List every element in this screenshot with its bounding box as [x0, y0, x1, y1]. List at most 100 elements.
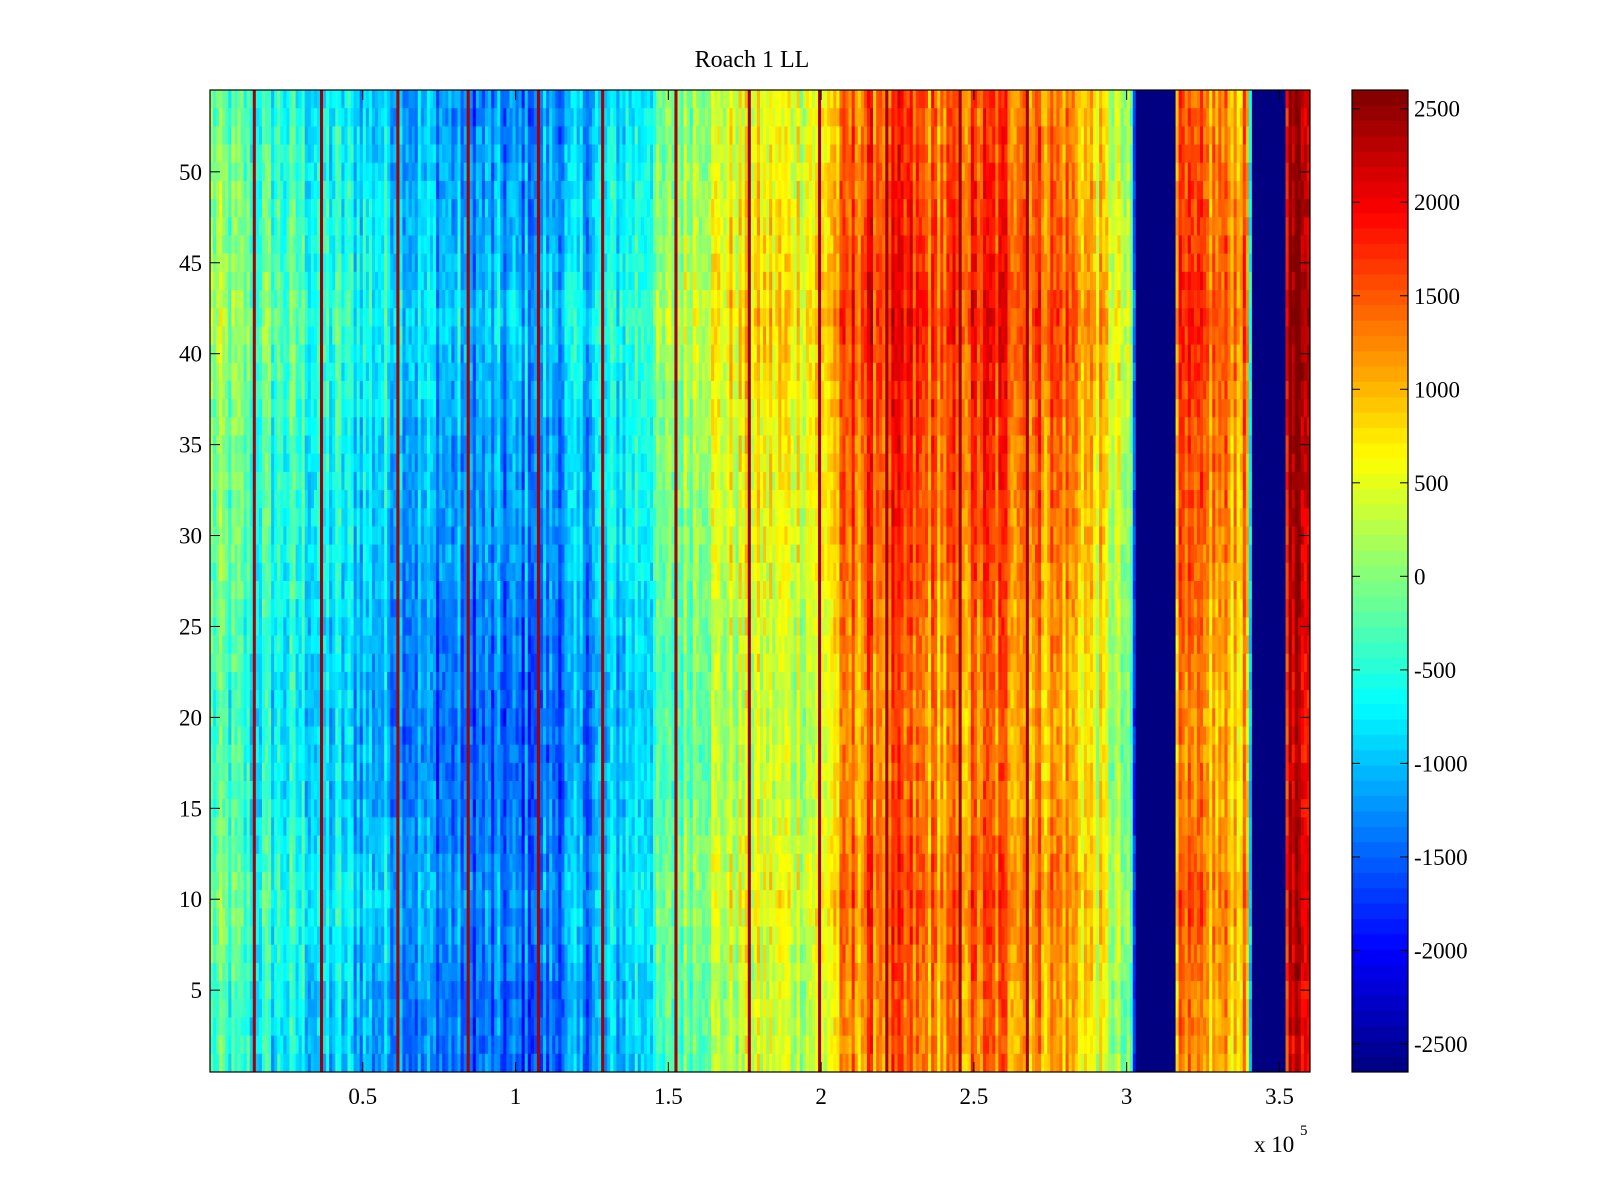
heatmap-cell — [210, 217, 214, 236]
heatmap-cell — [543, 126, 547, 145]
heatmap-cell — [356, 217, 361, 236]
heatmap-cell — [943, 162, 947, 182]
heatmap-cell — [928, 235, 932, 255]
heatmap-cell — [371, 326, 376, 345]
heatmap-cell — [1227, 108, 1231, 127]
heatmap-cell — [433, 180, 437, 200]
heatmap-cell — [460, 90, 464, 109]
heatmap-cell — [402, 126, 406, 145]
heatmap-cell — [961, 144, 966, 164]
heatmap-cell — [347, 271, 351, 291]
heatmap-cell — [478, 162, 483, 182]
heatmap-cell — [891, 90, 895, 109]
heatmap-cell — [265, 90, 269, 109]
heatmap-cell — [481, 326, 486, 345]
heatmap-cell — [772, 162, 776, 182]
heatmap-cell — [1245, 162, 1250, 182]
heatmap-cell — [888, 217, 892, 236]
heatmap-cell — [289, 308, 293, 327]
heatmap-cell — [231, 126, 235, 145]
heatmap-cell — [540, 326, 544, 345]
heatmap-cell — [1016, 180, 1021, 200]
heatmap-cell — [1227, 90, 1231, 109]
heatmap-cell — [625, 126, 629, 145]
heatmap-cell — [1230, 90, 1234, 109]
heatmap-cell — [653, 108, 657, 127]
heatmap-cell — [1074, 235, 1079, 255]
heatmap-cell — [851, 199, 856, 218]
heatmap-cell — [524, 199, 529, 218]
heatmap-cell — [1111, 217, 1115, 236]
heatmap-cell — [283, 162, 287, 182]
heatmap-cell — [897, 180, 901, 200]
heatmap-cell — [818, 326, 822, 345]
heatmap-cell — [805, 308, 810, 327]
heatmap-cell — [863, 144, 868, 164]
heatmap-cell — [973, 235, 978, 255]
heatmap-cell — [582, 180, 587, 200]
heatmap-cell — [729, 108, 733, 127]
heatmap-cell — [414, 199, 419, 218]
heatmap-cell — [365, 308, 370, 327]
heatmap-cell — [481, 126, 486, 145]
heatmap-cell — [616, 108, 620, 127]
heatmap-cell — [301, 180, 306, 200]
heatmap-cell — [1083, 235, 1088, 255]
heatmap-cell — [741, 162, 746, 182]
heatmap-cell — [601, 235, 605, 255]
heatmap-cell — [1297, 126, 1302, 145]
heatmap-cell — [967, 253, 972, 273]
heatmap-cell — [888, 308, 892, 327]
heatmap-cell — [821, 90, 825, 109]
heatmap-cell — [414, 253, 419, 273]
heatmap-cell — [491, 308, 495, 327]
heatmap-cell — [778, 199, 782, 218]
heatmap-cell — [1086, 180, 1091, 200]
heatmap-cell — [1038, 126, 1042, 145]
heatmap-cell — [1059, 180, 1063, 200]
heatmap-cell — [1242, 253, 1247, 273]
heatmap-cell — [390, 217, 394, 236]
heatmap-cell — [976, 90, 981, 109]
heatmap-cell — [1099, 235, 1103, 255]
heatmap-cell — [320, 108, 324, 127]
heatmap-cell — [301, 199, 306, 218]
heatmap-cell — [365, 253, 370, 273]
heatmap-cell — [668, 217, 672, 236]
heatmap-cell — [1193, 199, 1198, 218]
heatmap-cell — [653, 144, 657, 164]
heatmap-cell — [653, 162, 657, 182]
heatmap-cell — [729, 290, 733, 309]
heatmap-cell — [1294, 126, 1299, 145]
heatmap-cell — [533, 271, 538, 291]
heatmap-cell — [1193, 235, 1198, 255]
heatmap-cell — [760, 144, 764, 164]
heatmap-cell — [909, 162, 914, 182]
heatmap-cell — [387, 308, 391, 327]
heatmap-cell — [375, 235, 379, 255]
heatmap-cell — [753, 217, 758, 236]
heatmap-cell — [570, 162, 574, 182]
heatmap-cell — [744, 199, 749, 218]
heatmap-cell — [454, 90, 458, 109]
heatmap-cell — [616, 180, 620, 200]
heatmap-cell — [1053, 108, 1057, 127]
heatmap-cell — [307, 253, 312, 273]
heatmap-cell — [365, 180, 370, 200]
heatmap-cell — [802, 308, 807, 327]
heatmap-cell — [378, 162, 382, 182]
heatmap-cell — [1062, 326, 1066, 345]
heatmap-cell — [329, 308, 333, 327]
heatmap-cell — [555, 162, 559, 182]
heatmap-cell — [280, 271, 284, 291]
heatmap-cell — [989, 235, 993, 255]
heatmap-cell — [436, 90, 440, 109]
heatmap-cell — [445, 108, 449, 127]
heatmap-cell — [998, 199, 1002, 218]
heatmap-cell — [860, 253, 865, 273]
heatmap-cell — [332, 180, 336, 200]
heatmap-cell — [595, 126, 599, 145]
heatmap-cell — [967, 126, 972, 145]
heatmap-cell — [750, 271, 755, 291]
heatmap-cell — [552, 326, 556, 345]
